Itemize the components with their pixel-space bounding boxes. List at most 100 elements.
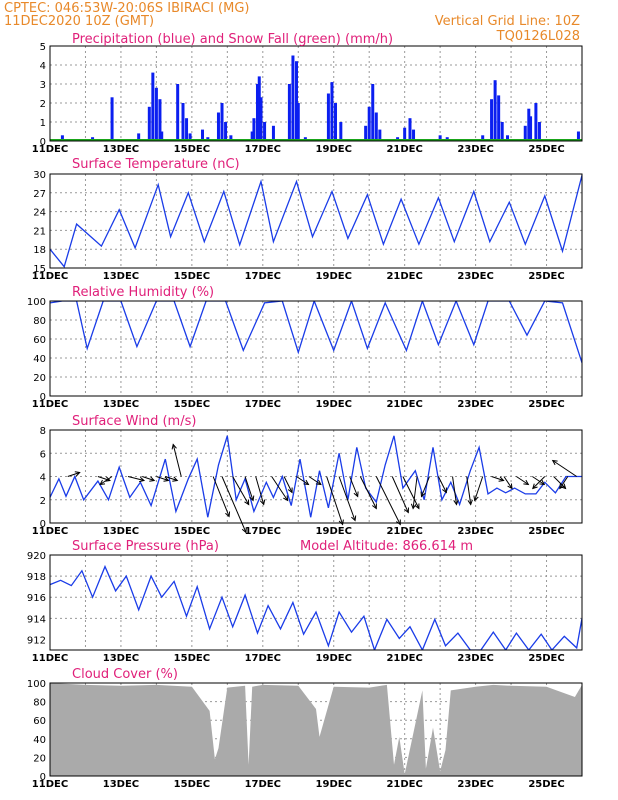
wind-vector — [466, 476, 472, 505]
y-tick-label: 24 — [33, 208, 46, 219]
precip-bar — [294, 61, 298, 141]
precip-bar — [60, 135, 64, 141]
precip-bar — [500, 122, 504, 141]
wind-vector — [359, 476, 377, 509]
precip-bar — [576, 131, 580, 141]
y-tick-label: 60 — [33, 716, 46, 727]
wind-vector — [402, 476, 420, 509]
wind-arrowhead — [74, 471, 81, 477]
wind-arrowhead — [139, 476, 146, 483]
precip-bar — [330, 82, 334, 141]
precip-bar — [412, 129, 416, 141]
wind-vector — [326, 476, 344, 525]
x-tick-label: 19DEC — [316, 271, 352, 282]
panel-0: 0 1 2 3 4 5 11DEC 13DEC 15DEC 17DEC 19DEC 21DEC 23DE… — [32, 32, 583, 155]
series-line — [50, 175, 582, 268]
wind-arrowhead — [287, 487, 293, 494]
precip-bar — [497, 95, 501, 141]
precip-bar — [537, 122, 541, 141]
panel-3: 0 2 4 6 8 11DEC 13DEC 15DEC 17DEC 19DEC 21DEC 23DEC… — [32, 414, 583, 537]
y-tick-label: 3 — [40, 80, 46, 91]
precip-bar — [252, 118, 256, 141]
precip-bar — [151, 72, 155, 141]
precip-bar — [216, 112, 220, 141]
y-tick-label: 916 — [27, 593, 46, 604]
wind-arrowhead — [351, 515, 357, 522]
wind-vector — [212, 476, 230, 517]
panel-frame — [49, 554, 583, 651]
wind-arrowhead — [507, 483, 513, 490]
wind-vector — [375, 476, 401, 525]
y-tick-label: 4 — [40, 61, 46, 72]
x-tick-label: 23DEC — [457, 526, 493, 537]
precip-bar — [403, 127, 407, 141]
precip-bar — [529, 116, 533, 141]
wind-vector — [172, 444, 182, 477]
panel-data — [50, 435, 582, 518]
x-tick-label: 25DEC — [528, 271, 564, 282]
panel-frame — [49, 173, 583, 269]
precip-bar — [493, 80, 497, 141]
x-tick-label: 13DEC — [103, 144, 139, 155]
x-tick-label: 11DEC — [32, 779, 68, 790]
x-tick-label: 23DEC — [457, 399, 493, 410]
wind-arrowhead — [104, 476, 111, 482]
wind-arrowhead — [467, 499, 473, 506]
x-tick-label: 13DEC — [103, 779, 139, 790]
y-tick-label: 30 — [33, 170, 46, 181]
panel-5: 0 20 40 60 80 100 11DEC 13DEC 15DEC 17DEC 19DEC 21D… — [27, 667, 583, 790]
precip-bar — [181, 103, 185, 141]
x-tick-label: 13DEC — [103, 526, 139, 537]
x-tick-label: 17DEC — [245, 271, 281, 282]
panel-1: 15 18 21 24 27 30 11DEC 13DEC 15DEC 17DEC 19DEC 21D… — [32, 157, 583, 282]
x-tick-label: 21DEC — [386, 271, 422, 282]
y-tick-label: 0 — [40, 137, 46, 148]
x-tick-label: 25DEC — [528, 144, 564, 155]
x-tick-label: 11DEC — [32, 271, 68, 282]
precip-bar — [257, 76, 261, 141]
panel-title: Cloud Cover (%) — [72, 667, 178, 682]
panel-data — [50, 175, 582, 268]
y-tick-label: 40 — [33, 354, 46, 365]
wind-vector — [271, 476, 289, 501]
precip-bar — [259, 97, 263, 141]
wind-arrowhead — [249, 495, 255, 502]
y-tick-label: 912 — [27, 635, 46, 646]
precip-bar — [339, 122, 343, 141]
y-tick-label: 80 — [33, 316, 46, 327]
x-tick-label: 21DEC — [386, 144, 422, 155]
panel-4: 912 914 916 918 920 11DEC 13DEC 15DEC 17DEC 19DEC… — [27, 539, 583, 664]
cloud-area — [50, 683, 582, 776]
y-tick-label: 0 — [40, 519, 46, 530]
panel-frame — [49, 45, 583, 142]
precip-bar — [438, 135, 442, 141]
panel-data — [50, 564, 582, 650]
x-tick-label: 25DEC — [528, 653, 564, 664]
precip-bar — [250, 131, 254, 141]
y-tick-label: 60 — [33, 335, 46, 346]
precip-bar — [154, 87, 158, 141]
x-tick-label: 23DEC — [457, 144, 493, 155]
wind-arrowhead — [551, 459, 558, 466]
wind-arrowhead — [523, 479, 530, 486]
y-tick-label: 100 — [27, 297, 46, 308]
y-tick-label: 21 — [33, 226, 46, 237]
x-tick-label: 17DEC — [245, 399, 281, 410]
wind-arrowhead — [315, 479, 322, 486]
wind-vector — [516, 476, 529, 485]
precip-bar — [158, 99, 162, 141]
wind-arrowhead — [244, 499, 250, 506]
x-tick-label: 15DEC — [174, 144, 210, 155]
panel-title: Relative Humidity (%) — [72, 285, 214, 300]
panel-frame — [49, 429, 583, 524]
wind-vector — [391, 476, 409, 513]
y-tick-label: 20 — [33, 373, 46, 384]
x-tick-label: 17DEC — [245, 779, 281, 790]
x-tick-label: 17DEC — [245, 653, 281, 664]
wind-vector — [99, 476, 113, 485]
y-tick-label: 80 — [33, 698, 46, 709]
precip-bar — [334, 103, 338, 141]
precip-bar — [224, 122, 228, 141]
x-tick-label: 15DEC — [174, 271, 210, 282]
